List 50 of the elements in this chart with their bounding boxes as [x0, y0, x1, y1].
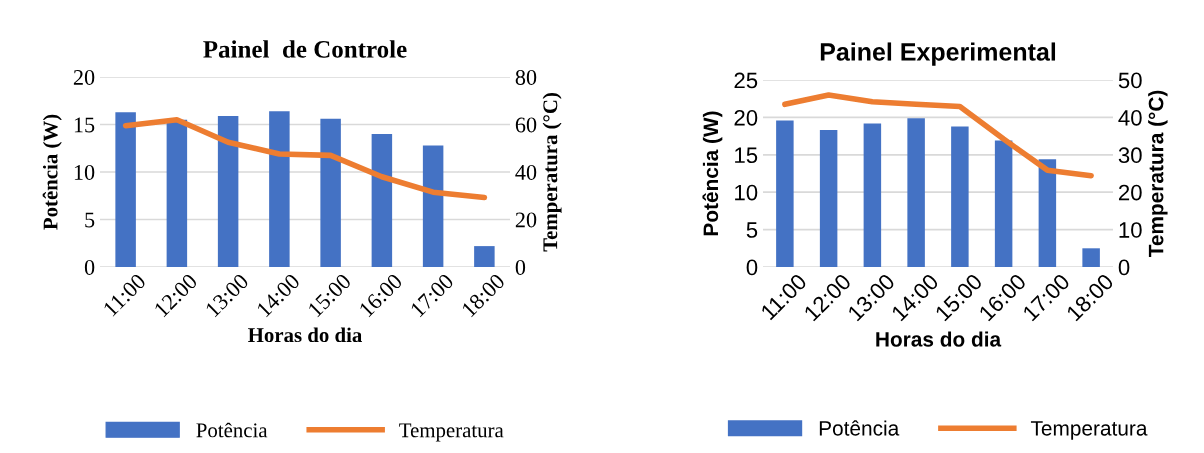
x-axis-title: Horas do dia: [248, 327, 362, 343]
bar: [474, 246, 495, 267]
y-axis-title: Potência (W): [702, 111, 723, 236]
bar: [951, 126, 969, 267]
y2-axis-title: Temperatura (°C): [542, 93, 562, 252]
y2-tick-label: 0: [1118, 259, 1130, 276]
bar: [863, 123, 882, 267]
x-axis-title: Horas do dia: [876, 331, 1002, 347]
bar: [1038, 159, 1057, 267]
y-tick-label: 0: [746, 259, 758, 276]
y2-axis-title: Temperatura (°C): [1148, 90, 1168, 258]
y2-tick-label: 20: [1118, 184, 1142, 201]
y-tick-label: 5: [746, 222, 758, 238]
y2-tick-label: 50: [1118, 72, 1142, 89]
chart-title: Painel de Controle: [203, 40, 407, 58]
y-tick-label: 10: [735, 184, 758, 201]
legend-label: Potência: [196, 422, 268, 438]
y-tick-label: 5: [85, 212, 95, 228]
y-tick-label: 20: [734, 109, 758, 126]
bar: [371, 134, 393, 267]
bar: [320, 118, 341, 267]
y-tick-label: 15: [74, 117, 95, 133]
y2-tick-label: 10: [1119, 222, 1142, 238]
y-tick-label: 0: [84, 259, 95, 275]
legend-label: Potência: [819, 420, 900, 436]
y2-tick-label: 30: [1118, 147, 1142, 164]
y-axis-title: Potência (W): [42, 114, 62, 230]
bar: [907, 118, 925, 267]
y2-tick-label: 20: [515, 212, 537, 228]
bar: [819, 130, 838, 267]
legend-label: Temperatura: [1030, 421, 1148, 440]
bar: [166, 119, 188, 267]
y2-tick-label: 40: [515, 164, 537, 180]
bar: [776, 120, 794, 267]
bar: [115, 112, 136, 267]
bar: [1082, 248, 1100, 267]
y2-tick-label: 40: [1118, 109, 1142, 126]
bar: [422, 145, 444, 267]
bar: [217, 115, 239, 267]
y-tick-label: 20: [73, 69, 95, 85]
bar: [994, 140, 1013, 267]
y2-tick-label: 0: [515, 259, 526, 275]
y2-tick-label: 60: [515, 117, 537, 133]
y-tick-label: 10: [74, 164, 95, 180]
legend-label: Temperatura: [399, 423, 504, 442]
y2-tick-label: 80: [515, 69, 537, 85]
chart-title: Painel Experimental: [820, 42, 1056, 66]
bar: [269, 111, 290, 267]
y-tick-label: 15: [735, 147, 758, 164]
y-tick-label: 25: [734, 72, 758, 89]
